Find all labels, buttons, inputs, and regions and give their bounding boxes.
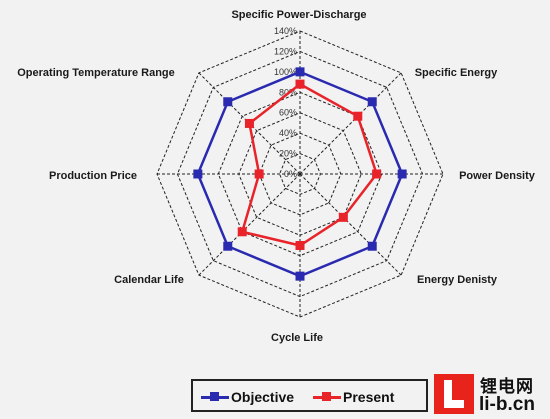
axis-label: Production Price — [49, 170, 137, 182]
tick-label: 100% — [274, 67, 297, 77]
data-point-objective — [193, 169, 203, 179]
legend-swatch-objective — [201, 391, 229, 401]
legend-label-present: Present — [343, 389, 395, 405]
tick-label: 140% — [274, 26, 297, 36]
tick-label: 40% — [279, 128, 297, 138]
axis-label: Calendar Life — [114, 274, 184, 286]
legend-item-objective: Objective — [201, 387, 294, 407]
watermark-chinese-text: 锂电网 — [480, 377, 534, 397]
data-point-present — [244, 118, 254, 128]
data-point-objective — [367, 241, 377, 251]
grid-spoke — [299, 72, 402, 175]
grid-spoke — [198, 173, 301, 276]
axis-label: Power Density — [459, 170, 536, 182]
tick-label: 20% — [279, 149, 297, 159]
legend-label-objective: Objective — [231, 389, 295, 405]
data-point-present — [237, 227, 247, 237]
data-point-objective — [295, 271, 305, 281]
data-point-objective — [223, 241, 233, 251]
axis-label: Specific Energy — [415, 67, 498, 79]
legend: Objective Present — [191, 379, 428, 412]
tick-label: 120% — [274, 46, 297, 56]
data-point-objective — [223, 97, 233, 107]
data-point-present — [295, 79, 305, 89]
data-point-present — [338, 212, 348, 222]
radar-axis-labels: Specific Power-Discharge Specific Energy P… — [17, 9, 536, 344]
tick-label: 60% — [279, 108, 297, 118]
watermark-url: li-b.cn — [479, 394, 535, 415]
data-point-objective — [295, 67, 305, 77]
legend-swatch-present — [313, 391, 341, 401]
axis-label: Energy Denisty — [417, 274, 498, 286]
series-present — [237, 79, 382, 250]
radar-series — [193, 67, 407, 281]
axis-label: Specific Power-Discharge — [231, 9, 366, 21]
li-b-logo-icon — [434, 374, 474, 414]
data-point-present — [254, 169, 264, 179]
square-marker-icon — [322, 391, 331, 401]
legend-item-present: Present — [313, 387, 394, 407]
axis-label: Cycle Life — [271, 332, 323, 344]
square-marker-icon — [210, 391, 219, 401]
data-point-objective — [397, 169, 407, 179]
data-point-present — [353, 111, 363, 121]
watermark: 锂电网 li-b.cn — [432, 370, 550, 419]
tick-label: 0% — [284, 169, 297, 179]
data-point-present — [372, 169, 382, 179]
data-point-present — [295, 241, 305, 250]
data-point-objective — [367, 97, 377, 107]
axis-label: Operating Temperature Range — [17, 67, 175, 79]
series-objective — [193, 67, 407, 281]
series-line-present — [240, 82, 378, 247]
grid-spoke — [299, 173, 402, 276]
